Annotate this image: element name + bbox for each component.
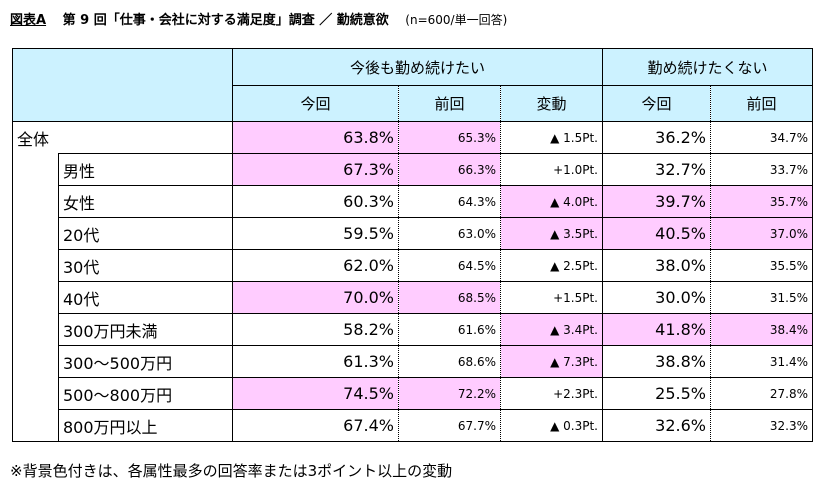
title-main: 第 9 回「仕事・会社に対する満足度」調査 ／ 勤続意欲 xyxy=(62,13,389,28)
cell-continue-current: 74.5% xyxy=(232,377,399,410)
row-label: 全体 xyxy=(12,121,233,154)
col-header-change: 変動 xyxy=(500,85,603,122)
footnote: ※背景色付きは、各属性最多の回答率または3ポイント以上の変動 xyxy=(10,462,453,480)
cell-continue-change: ▲ 4.0Pt. xyxy=(500,185,603,218)
cell-continue-previous: 64.5% xyxy=(398,249,501,282)
cell-not-continue-previous: 31.5% xyxy=(710,281,813,314)
cell-not-continue-previous: 34.7% xyxy=(710,121,813,154)
cell-not-continue-previous: 38.4% xyxy=(710,313,813,346)
row-indent xyxy=(12,409,59,442)
cell-continue-current: 59.5% xyxy=(232,217,399,250)
cell-continue-current: 60.3% xyxy=(232,185,399,218)
row-indent xyxy=(12,249,59,282)
row-label: 女性 xyxy=(58,185,233,218)
title-note: (n=600/単一回答) xyxy=(405,13,508,27)
row-label: 300万円未満 xyxy=(58,313,233,346)
results-table: 今後も勤め続けたい 勤め続けたくない 今回 前回 変動 今回 前回 全体 63.8… xyxy=(12,48,813,442)
cell-continue-previous: 61.6% xyxy=(398,313,501,346)
row-indent xyxy=(12,345,59,378)
table-row: 300～500万円 61.3% 68.6% ▲ 7.3Pt. 38.8% 31.4% xyxy=(12,345,813,378)
cell-continue-change: +2.3Pt. xyxy=(500,377,603,410)
row-label: 40代 xyxy=(58,281,233,314)
cell-continue-current: 63.8% xyxy=(232,121,399,154)
table-body: 全体 63.8% 65.3% ▲ 1.5Pt. 36.2% 34.7% 男性 67.3% 66.… xyxy=(12,121,813,442)
cell-not-continue-current: 30.0% xyxy=(602,281,711,314)
row-label: 300～500万円 xyxy=(58,345,233,378)
cell-not-continue-current: 32.7% xyxy=(602,153,711,186)
cell-continue-current: 67.4% xyxy=(232,409,399,442)
table-row: 全体 63.8% 65.3% ▲ 1.5Pt. 36.2% 34.7% xyxy=(12,121,813,154)
cell-continue-change: ▲ 2.5Pt. xyxy=(500,249,603,282)
cell-not-continue-current: 36.2% xyxy=(602,121,711,154)
cell-continue-change: ▲ 3.5Pt. xyxy=(500,217,603,250)
header-corner xyxy=(12,48,233,122)
group-header-continue: 今後も勤め続けたい xyxy=(232,48,603,86)
group-header-not-continue: 勤め続けたくない xyxy=(602,48,813,86)
cell-not-continue-previous: 35.5% xyxy=(710,249,813,282)
table-row: 500～800万円 74.5% 72.2% +2.3Pt. 25.5% 27.8% xyxy=(12,377,813,410)
row-label: 20代 xyxy=(58,217,233,250)
table-row: 男性 67.3% 66.3% +1.0Pt. 32.7% 33.7% xyxy=(12,153,813,186)
col-header-previous-2: 前回 xyxy=(710,85,813,122)
cell-not-continue-current: 38.8% xyxy=(602,345,711,378)
cell-not-continue-current: 32.6% xyxy=(602,409,711,442)
cell-not-continue-current: 40.5% xyxy=(602,217,711,250)
row-label: 30代 xyxy=(58,249,233,282)
cell-not-continue-previous: 35.7% xyxy=(710,185,813,218)
row-indent xyxy=(12,153,59,186)
cell-continue-change: +1.5Pt. xyxy=(500,281,603,314)
col-header-previous: 前回 xyxy=(398,85,501,122)
cell-not-continue-previous: 27.8% xyxy=(710,377,813,410)
cell-continue-change: ▲ 7.3Pt. xyxy=(500,345,603,378)
cell-continue-current: 70.0% xyxy=(232,281,399,314)
cell-not-continue-current: 25.5% xyxy=(602,377,711,410)
cell-continue-change: +1.0Pt. xyxy=(500,153,603,186)
cell-continue-previous: 63.0% xyxy=(398,217,501,250)
row-label: 500～800万円 xyxy=(58,377,233,410)
cell-continue-previous: 66.3% xyxy=(398,153,501,186)
cell-continue-previous: 68.6% xyxy=(398,345,501,378)
cell-continue-change: ▲ 1.5Pt. xyxy=(500,121,603,154)
table-row: 30代 62.0% 64.5% ▲ 2.5Pt. 38.0% 35.5% xyxy=(12,249,813,282)
cell-continue-previous: 68.5% xyxy=(398,281,501,314)
table-title: 図表A 第 9 回「仕事・会社に対する満足度」調査 ／ 勤続意欲 (n=600/… xyxy=(10,9,507,28)
table-row: 40代 70.0% 68.5% +1.5Pt. 30.0% 31.5% xyxy=(12,281,813,314)
cell-not-continue-current: 41.8% xyxy=(602,313,711,346)
row-indent xyxy=(12,313,59,346)
cell-continue-previous: 67.7% xyxy=(398,409,501,442)
row-label: 男性 xyxy=(58,153,233,186)
row-indent xyxy=(12,217,59,250)
table-row: 20代 59.5% 63.0% ▲ 3.5Pt. 40.5% 37.0% xyxy=(12,217,813,250)
cell-continue-change: ▲ 3.4Pt. xyxy=(500,313,603,346)
cell-continue-previous: 64.3% xyxy=(398,185,501,218)
cell-not-continue-previous: 31.4% xyxy=(710,345,813,378)
col-header-current-2: 今回 xyxy=(602,85,711,122)
cell-not-continue-previous: 32.3% xyxy=(710,409,813,442)
row-indent xyxy=(12,281,59,314)
col-header-current: 今回 xyxy=(232,85,399,122)
table-row: 800万円以上 67.4% 67.7% ▲ 0.3Pt. 32.6% 32.3% xyxy=(12,409,813,442)
cell-continue-current: 58.2% xyxy=(232,313,399,346)
cell-not-continue-current: 38.0% xyxy=(602,249,711,282)
cell-continue-current: 62.0% xyxy=(232,249,399,282)
cell-continue-current: 61.3% xyxy=(232,345,399,378)
cell-not-continue-previous: 33.7% xyxy=(710,153,813,186)
cell-continue-change: ▲ 0.3Pt. xyxy=(500,409,603,442)
row-label: 800万円以上 xyxy=(58,409,233,442)
cell-continue-previous: 72.2% xyxy=(398,377,501,410)
cell-not-continue-previous: 37.0% xyxy=(710,217,813,250)
table-row: 女性 60.3% 64.3% ▲ 4.0Pt. 39.7% 35.7% xyxy=(12,185,813,218)
cell-continue-previous: 65.3% xyxy=(398,121,501,154)
row-indent xyxy=(12,185,59,218)
cell-not-continue-current: 39.7% xyxy=(602,185,711,218)
table-row: 300万円未満 58.2% 61.6% ▲ 3.4Pt. 41.8% 38.4% xyxy=(12,313,813,346)
cell-continue-current: 67.3% xyxy=(232,153,399,186)
figure-label: 図表A xyxy=(10,13,47,28)
row-indent xyxy=(12,377,59,410)
